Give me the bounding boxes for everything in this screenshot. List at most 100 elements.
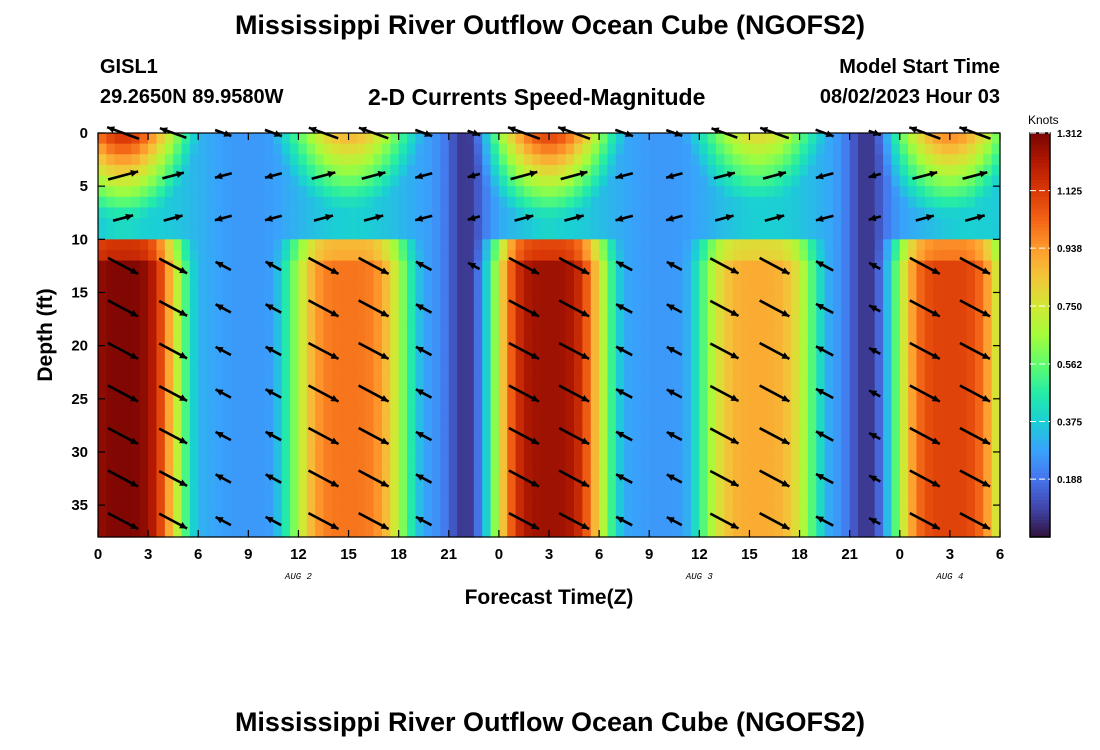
heatmap-cell	[590, 228, 600, 240]
colorbar-segment	[1030, 476, 1050, 481]
heatmap-cell	[248, 345, 258, 357]
heatmap-cell	[782, 515, 792, 527]
heatmap-cell	[206, 239, 216, 251]
heatmap-cell	[565, 515, 575, 527]
heatmap-cell	[674, 451, 684, 464]
heatmap-cell	[682, 441, 692, 453]
heatmap-cell	[849, 324, 859, 336]
heatmap-cell	[123, 388, 133, 400]
heatmap-cell	[482, 356, 492, 368]
heatmap-cell	[315, 133, 325, 145]
heatmap-cell	[490, 473, 500, 485]
heatmap-cell	[716, 494, 725, 506]
heatmap-cell	[373, 441, 383, 453]
heatmap-cell	[323, 420, 333, 432]
heatmap-cell	[807, 526, 817, 538]
heatmap-cell	[724, 196, 734, 209]
heatmap-cell	[356, 409, 366, 421]
heatmap-cell	[607, 335, 617, 347]
heatmap-cell	[106, 462, 116, 474]
heatmap-cell	[198, 462, 208, 474]
heatmap-cell	[624, 196, 634, 209]
heatmap-cell	[498, 292, 508, 304]
heatmap-cell	[741, 526, 751, 538]
heatmap-cell	[766, 249, 776, 262]
heatmap-cell	[348, 303, 358, 315]
heatmap-cell	[966, 303, 976, 315]
heatmap-cell	[390, 281, 400, 294]
heatmap-cell	[373, 175, 383, 187]
heatmap-cell	[356, 430, 366, 442]
heatmap-cell	[123, 377, 133, 389]
heatmap-cell	[423, 388, 433, 400]
heatmap-cell	[574, 483, 584, 496]
heatmap-cell	[707, 356, 717, 368]
heatmap-cell	[858, 473, 867, 485]
heatmap-cell	[498, 239, 508, 251]
heatmap-cell	[273, 281, 283, 294]
heatmap-cell	[482, 249, 492, 262]
heatmap-cell	[883, 324, 893, 336]
heatmap-cell	[941, 345, 951, 357]
heatmap-cell	[131, 473, 141, 485]
heatmap-cell	[290, 271, 300, 283]
heatmap-cell	[473, 335, 483, 347]
heatmap-cell	[958, 292, 968, 304]
heatmap-cell	[540, 143, 550, 155]
heatmap-cell	[741, 154, 751, 166]
heatmap-cell	[757, 271, 767, 283]
heatmap-cell	[298, 526, 308, 538]
heatmap-cell	[966, 441, 976, 453]
heatmap-cell	[883, 218, 893, 230]
heatmap-cell	[365, 441, 375, 453]
heatmap-cell	[340, 249, 350, 262]
heatmap-cell	[273, 494, 283, 506]
heatmap-cell	[423, 186, 433, 198]
heatmap-cell	[699, 196, 709, 209]
heatmap-cell	[766, 494, 776, 506]
heatmap-cell	[707, 526, 717, 538]
heatmap-cell	[423, 239, 433, 251]
heatmap-cell	[699, 483, 709, 496]
heatmap-cell	[949, 164, 959, 177]
heatmap-cell	[924, 313, 934, 325]
heatmap-cell	[640, 271, 650, 283]
heatmap-cell	[248, 207, 258, 219]
heatmap-cell	[139, 281, 149, 294]
colorbar-segment	[1030, 220, 1050, 225]
heatmap-cell	[866, 494, 876, 506]
heatmap-cell	[231, 154, 241, 166]
heatmap-cell	[858, 345, 867, 357]
heatmap-cell	[807, 345, 817, 357]
heatmap-cell	[832, 398, 842, 411]
heatmap-cell	[315, 451, 325, 464]
heatmap-cell	[181, 473, 191, 485]
current-vector	[558, 256, 590, 276]
heatmap-cell	[908, 356, 918, 368]
heatmap-cell	[565, 281, 575, 294]
heatmap-cell	[290, 409, 300, 421]
heatmap-cell	[189, 260, 199, 272]
heatmap-cell	[373, 430, 383, 442]
heatmap-cell	[281, 271, 291, 283]
heatmap-cell	[599, 175, 609, 187]
heatmap-cell	[448, 249, 458, 262]
heatmap-cell	[799, 143, 809, 155]
heatmap-cell	[273, 143, 283, 155]
heatmap-cell	[390, 483, 400, 496]
heatmap-cell	[273, 430, 283, 442]
heatmap-cell	[256, 441, 266, 453]
heatmap-cell	[574, 249, 584, 262]
heatmap-cell	[448, 430, 458, 442]
heatmap-cell	[607, 462, 617, 474]
heatmap-cell	[306, 494, 316, 506]
heatmap-cell	[599, 451, 609, 464]
heatmap-cell	[741, 186, 751, 198]
heatmap-cell	[665, 133, 675, 145]
heatmap-cell	[515, 345, 525, 357]
heatmap-cell	[924, 154, 934, 166]
heatmap-cell	[181, 515, 191, 527]
heatmap-cell	[607, 409, 617, 421]
heatmap-cell	[448, 345, 458, 357]
heatmap-cell	[365, 324, 375, 336]
